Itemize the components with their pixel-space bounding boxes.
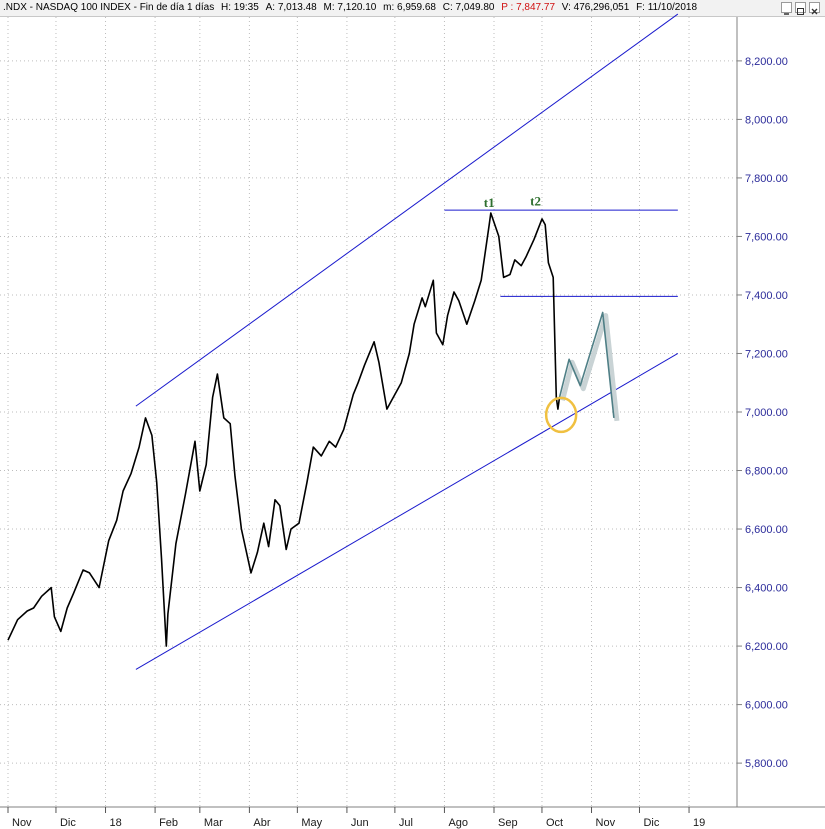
x-tick-label: Abr	[253, 817, 270, 829]
h-label: H:	[220, 2, 231, 13]
x-tick-label: 18	[110, 817, 122, 829]
f-value: 11/10/2018	[647, 2, 698, 13]
x-tick-label: Dic	[643, 817, 659, 829]
c-label: C:	[442, 2, 453, 13]
x-tick-label: Mar	[204, 817, 223, 829]
x-tick-label: Sep	[498, 817, 518, 829]
y-tick-label: 6,400.00	[745, 583, 788, 595]
a-label: A:	[265, 2, 276, 13]
y-tick-label: 7,600.00	[745, 231, 788, 243]
y-tick-label: 6,000.00	[745, 700, 788, 712]
y-tick-label: 6,200.00	[745, 641, 788, 653]
m-label: M:	[323, 2, 335, 13]
x-tick-label: Jun	[351, 817, 369, 829]
maximize-button[interactable]	[795, 2, 806, 15]
x-tick-label: Jul	[399, 817, 413, 829]
y-tick-label: 6,800.00	[745, 466, 788, 478]
min-value: 6,959.68	[397, 2, 436, 13]
top-annotation: t1	[484, 195, 495, 210]
y-tick-label: 8,000.00	[745, 114, 788, 126]
x-tick-label: Nov	[596, 817, 616, 829]
a-value: 7,013.48	[277, 2, 317, 13]
trend-channel-line	[135, 353, 679, 670]
minimize-icon	[784, 13, 789, 15]
x-tick-label: Ago	[448, 817, 468, 829]
x-tick-label: Nov	[12, 817, 32, 829]
v-value: 476,296,051	[573, 2, 630, 13]
projection-path	[558, 311, 615, 418]
y-tick-label: 6,600.00	[745, 524, 788, 536]
f-label: F:	[636, 2, 645, 13]
p-label: P :	[501, 2, 514, 13]
y-tick-label: 7,000.00	[745, 407, 788, 419]
chart-title-bar: .NDX - NASDAQ 100 INDEX - Fin de día 1 d…	[0, 0, 825, 17]
x-tick-label: May	[301, 817, 322, 829]
x-tick-label: Feb	[159, 817, 178, 829]
top-annotation: t2	[530, 194, 541, 209]
x-tick-label: 19	[693, 817, 705, 829]
close-icon	[811, 8, 818, 15]
trend-channel-line	[135, 13, 679, 407]
c-value: 7,049.80	[455, 2, 495, 13]
h-value: 19:35	[233, 2, 259, 13]
y-tick-label: 8,200.00	[745, 56, 788, 68]
x-tick-label: Oct	[546, 817, 563, 829]
p-value: 7,847.77	[516, 2, 556, 13]
projection-shadow	[560, 313, 620, 422]
price-series-line	[7, 212, 561, 647]
y-tick-label: 7,400.00	[745, 290, 788, 302]
highlight-circle	[544, 396, 578, 434]
x-tick-label: Dic	[60, 817, 76, 829]
y-tick-label: 7,200.00	[745, 348, 788, 360]
maximize-icon	[797, 8, 804, 15]
v-label: V:	[561, 2, 571, 13]
m-value: 7,120.10	[337, 2, 377, 13]
symbol-label: .NDX - NASDAQ 100 INDEX - Fin de día 1 d…	[3, 2, 215, 13]
y-tick-label: 5,800.00	[745, 758, 788, 770]
minimize-button[interactable]	[781, 2, 792, 15]
close-button[interactable]	[809, 2, 820, 15]
min-label: m:	[383, 2, 395, 13]
y-tick-label: 7,800.00	[745, 173, 788, 185]
quote-header: .NDX - NASDAQ 100 INDEX - Fin de día 1 d…	[3, 1, 697, 14]
